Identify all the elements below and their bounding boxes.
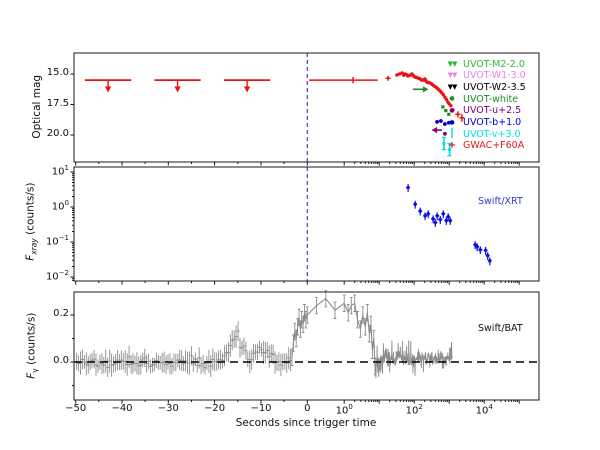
- legend-marker-dot-icon: ●: [449, 106, 455, 114]
- legend-item-uvot-white: ● UVOT-white: [441, 93, 518, 105]
- y-tick-label: 0.2: [53, 308, 69, 319]
- legend-marker-tri2-icon: ▼▼: [447, 71, 458, 80]
- legend-item-uvot-v-3-0: ┃ UVOT-v+3.0: [441, 128, 521, 140]
- legend-item-uvot-w1-3-0: ▼▼ UVOT-W1-3.0: [441, 70, 526, 82]
- axes: [70, 52, 540, 404]
- gwac-series: [84, 71, 465, 122]
- bat-label: Swift/BAT: [478, 323, 523, 334]
- legend-marker-vbar-icon: ┃: [449, 128, 455, 139]
- legend-item-uvot-m2-2-0: ▼▼ UVOT-M2-2.0: [441, 58, 525, 70]
- legend-marker-tri2-icon: ▼▼: [447, 59, 458, 68]
- y-tick-label: 10−1: [45, 234, 69, 248]
- legend-label: GWAC+F60A: [463, 140, 525, 152]
- legend-label: UVOT-W1-3.0: [463, 70, 526, 82]
- x-tick-label: 104: [475, 403, 493, 417]
- x-tick-label: −30: [157, 403, 179, 414]
- legend-marker-tri2-icon: ▼▼: [447, 82, 458, 91]
- legend-marker-plus-icon: +: [447, 139, 457, 151]
- y-tick-label: 17.5: [46, 97, 69, 109]
- x-tick-label: −40: [111, 403, 133, 414]
- xrt-points: [405, 184, 493, 266]
- x-tick-label: 102: [405, 403, 423, 417]
- legend-label: UVOT-W2-3.5: [463, 81, 526, 93]
- y-tick-label: 20.0: [46, 128, 69, 139]
- legend-item-uvot-w2-3-5: ▼▼ UVOT-W2-3.5: [441, 81, 526, 93]
- legend-item-uvot-u-2-5: ● UVOT-u+2.5: [441, 105, 521, 117]
- legend-label: UVOT-u+2.5: [463, 105, 522, 117]
- legend-marker-dot-icon: ●: [449, 118, 455, 126]
- x-tick-label: −20: [204, 403, 226, 414]
- uvot-b-series: [435, 119, 451, 126]
- y-tick-label: 0.0: [53, 355, 69, 366]
- legend-label: UVOT-v+3.0: [463, 128, 521, 140]
- panel-border-2: [73, 291, 540, 401]
- y-tick-label: 15.0: [46, 67, 69, 78]
- uvot-white-series: [412, 86, 451, 116]
- bat-trace: [75, 289, 453, 379]
- panel-border-1: [73, 166, 540, 282]
- y-tick-label: 100: [51, 199, 69, 213]
- legend-label: UVOT-M2-2.0: [463, 58, 525, 70]
- bat-log-band: [374, 340, 453, 379]
- gamma-ylabel: Fγ (counts/s): [25, 312, 40, 379]
- uvot-u-series: [431, 126, 447, 136]
- panel-border-0: [73, 52, 540, 163]
- legend-item-uvot-b-1-0: ● UVOT-b+1.0: [441, 117, 521, 129]
- legend-marker-dot-icon: ●: [449, 95, 455, 103]
- legend-item-gwac-f60a: + GWAC+F60A: [441, 140, 524, 152]
- legend-label: UVOT-white: [463, 93, 519, 105]
- y-tick-label: 101: [51, 164, 69, 178]
- x-tick-label: 0: [304, 403, 311, 414]
- bat-noise-crosses: [75, 321, 293, 378]
- y-tick-label: 10−2: [45, 269, 69, 283]
- x-tick-label: −50: [65, 403, 87, 414]
- bat-burst-errors: [290, 289, 377, 376]
- x-axis-label: Seconds since trigger time: [235, 417, 377, 429]
- x-tick-label: 100: [335, 403, 353, 417]
- x-tick-label: −10: [250, 403, 272, 414]
- xrt-label: Swift/XRT: [478, 196, 523, 207]
- legend-label: UVOT-b+1.0: [463, 117, 522, 128]
- uvot-v-series: [441, 136, 452, 157]
